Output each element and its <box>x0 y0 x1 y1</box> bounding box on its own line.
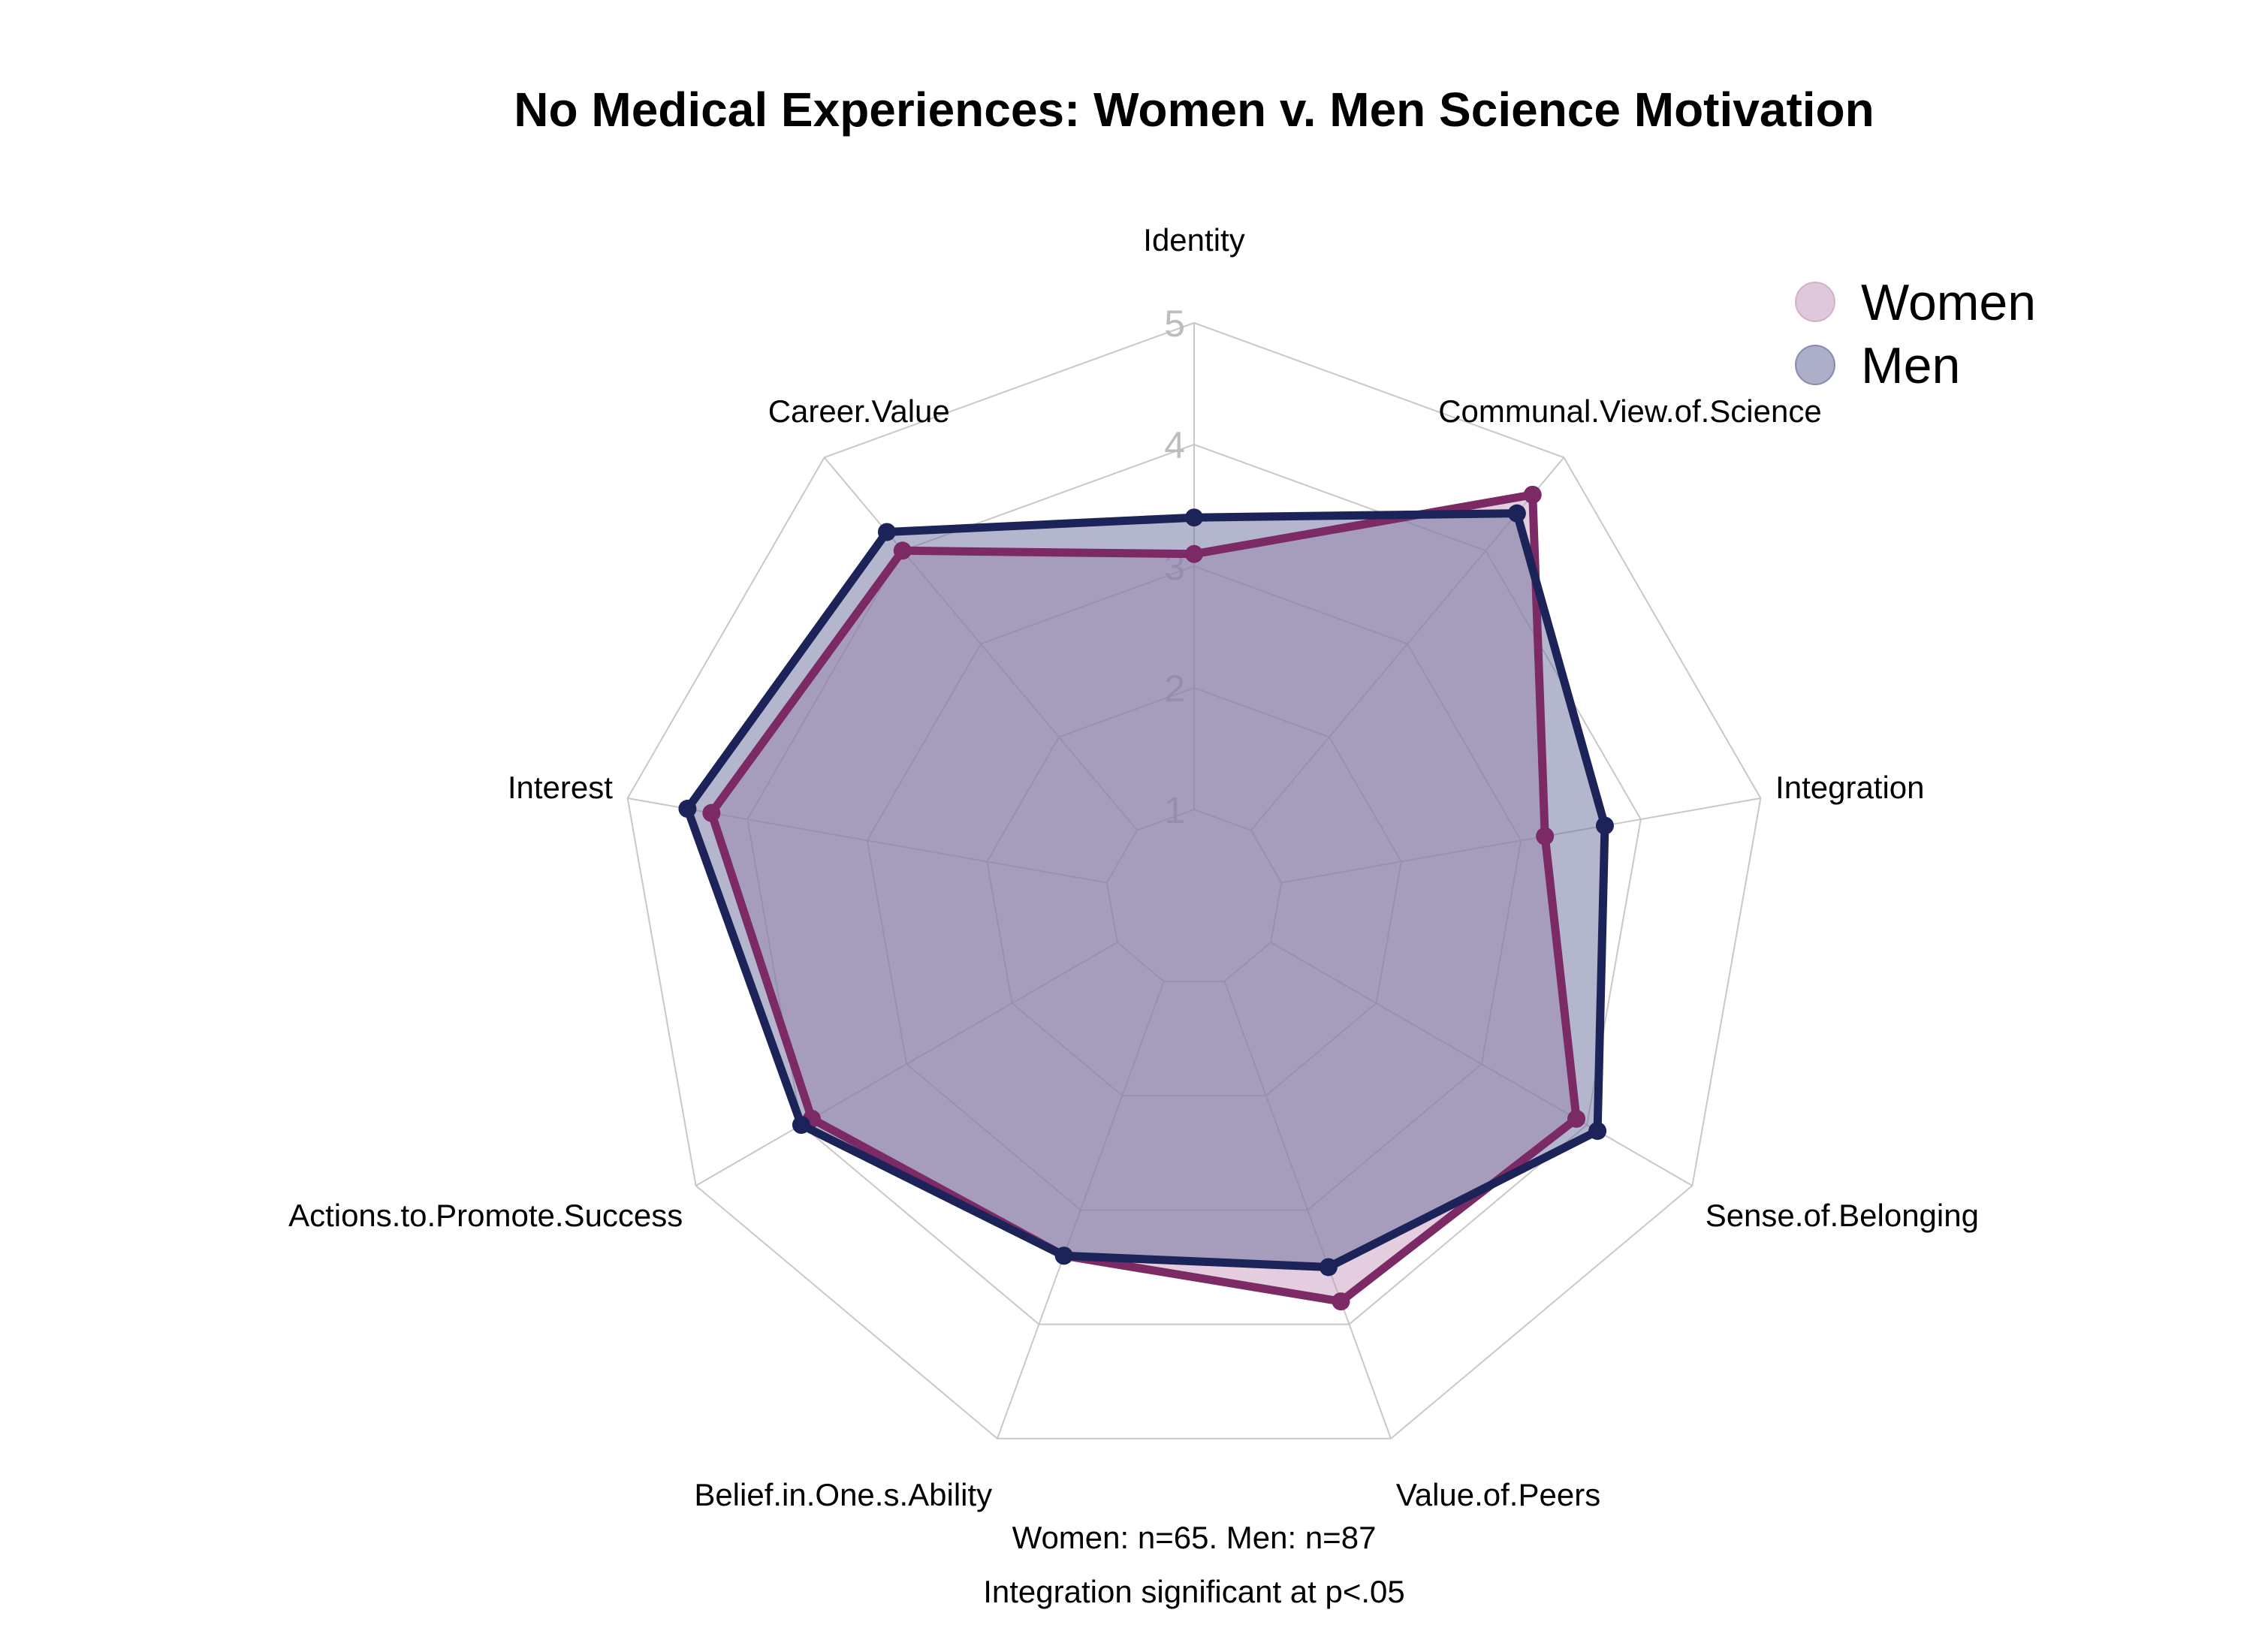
point-women-2 <box>1536 827 1555 846</box>
legend-swatch-women <box>1795 282 1835 322</box>
axis-label-6: Actions.to.Promote.Success <box>288 1198 683 1233</box>
point-women-4 <box>1332 1292 1350 1311</box>
point-men-0 <box>1185 508 1203 527</box>
tick-label-4: 4 <box>1164 424 1185 466</box>
chart-title: No Medical Experiences: Women v. Men Sci… <box>514 83 1874 137</box>
axis-labels: Identity Communal.View.of.Science Integrat… <box>288 222 1979 1512</box>
legend-label-men: Men <box>1861 337 1960 394</box>
series-line-men <box>683 509 1609 1271</box>
point-men-3 <box>1588 1122 1607 1141</box>
axis-label-4: Value.of.Peers <box>1396 1477 1600 1512</box>
axis-label-1: Communal.View.of.Science <box>1438 393 1821 429</box>
axis-label-2: Integration <box>1775 770 1924 805</box>
point-men-4 <box>1319 1258 1338 1277</box>
series-line-women <box>707 490 1581 1306</box>
point-women-1 <box>1523 485 1542 504</box>
caption: Women: n=65. Men: n=87 Integration signi… <box>983 1520 1405 1609</box>
axis-label-7: Interest <box>508 770 613 805</box>
point-men-5 <box>1054 1247 1073 1265</box>
axis-label-8: Career.Value <box>768 393 950 429</box>
axis-label-0: Identity <box>1143 222 1244 258</box>
point-men-7 <box>678 800 697 818</box>
point-women-7 <box>702 803 721 822</box>
point-men-6 <box>792 1116 810 1134</box>
point-women-3 <box>1567 1109 1586 1128</box>
point-men-8 <box>877 523 896 541</box>
point-men-2 <box>1595 816 1614 835</box>
point-men-1 <box>1507 504 1526 523</box>
point-women-0 <box>1185 544 1203 563</box>
legend: Women Men <box>1795 274 2036 394</box>
grid-ring-5 <box>626 321 1762 1439</box>
tick-label-5: 5 <box>1164 303 1185 345</box>
legend-swatch-men <box>1795 345 1835 385</box>
caption-line-1: Women: n=65. Men: n=87 <box>1012 1520 1377 1555</box>
axis-label-3: Sense.of.Belonging <box>1706 1198 1979 1233</box>
caption-line-2: Integration significant at p<.05 <box>983 1574 1405 1609</box>
series-area-men <box>687 513 1605 1268</box>
series-layer <box>678 485 1614 1311</box>
point-women-8 <box>893 541 912 560</box>
axis-label-5: Belief.in.One.s.Ability <box>694 1477 992 1512</box>
legend-label-women: Women <box>1861 274 2036 331</box>
